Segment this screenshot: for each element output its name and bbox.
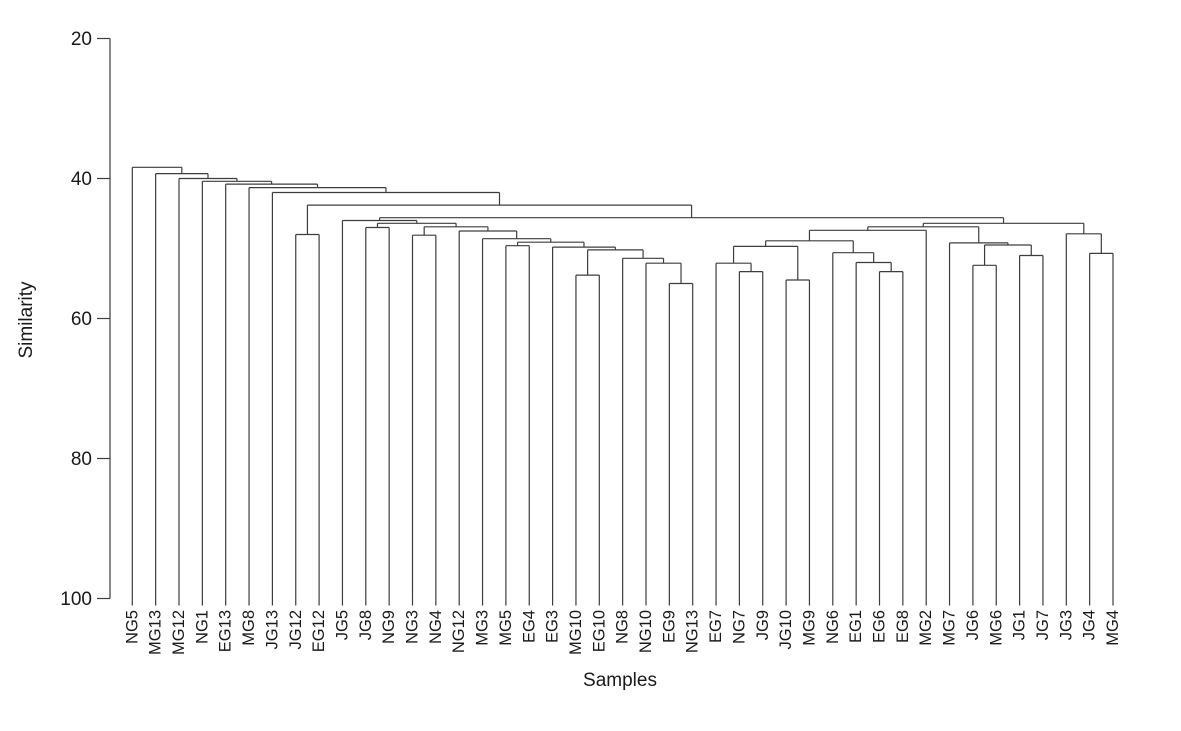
leaf-label: MG9 xyxy=(800,610,818,646)
leaf-label: JG4 xyxy=(1081,610,1099,640)
leaf-label: JG9 xyxy=(754,610,772,640)
y-tick-label: 60 xyxy=(71,309,92,330)
leaf-label: NG6 xyxy=(824,610,842,644)
x-axis-title: Samples xyxy=(583,670,657,691)
leaf-label: JG6 xyxy=(964,610,982,640)
leaf-label: NG1 xyxy=(193,610,211,644)
leaf-label: EG9 xyxy=(660,610,678,643)
leaf-label: JG12 xyxy=(287,610,305,649)
y-tick-label: 80 xyxy=(71,449,92,470)
leaf-label: NG7 xyxy=(730,610,748,644)
leaf-label: MG12 xyxy=(170,610,188,655)
leaf-label: JG8 xyxy=(357,610,375,640)
leaf-label: NG12 xyxy=(450,610,468,653)
leaf-label: EG8 xyxy=(894,610,912,643)
y-tick-label: 20 xyxy=(71,29,92,50)
leaf-label: MG10 xyxy=(567,610,585,655)
leaf-label: NG8 xyxy=(614,610,632,644)
leaf-label: EG13 xyxy=(217,610,235,652)
y-tick-label: 100 xyxy=(60,589,92,610)
leaf-label: JG7 xyxy=(1034,610,1052,640)
leaf-label: MG13 xyxy=(147,610,165,655)
leaf-label: JG1 xyxy=(1011,610,1029,640)
leaf-label: MG3 xyxy=(474,610,492,646)
leaf-label: MG6 xyxy=(987,610,1005,646)
leaf-label: EG7 xyxy=(707,610,725,643)
leaf-label: NG10 xyxy=(637,610,655,653)
leaf-label: EG10 xyxy=(590,610,608,652)
leaf-label: MG7 xyxy=(941,610,959,646)
leaf-label: EG3 xyxy=(544,610,562,643)
leaf-label: NG13 xyxy=(684,610,702,653)
leaf-label: NG4 xyxy=(427,610,445,644)
leaf-label: EG1 xyxy=(847,610,865,643)
leaf-label: JG3 xyxy=(1057,610,1075,640)
leaf-label: NG9 xyxy=(380,610,398,644)
leaf-label: JG13 xyxy=(263,610,281,649)
leaf-label: JG5 xyxy=(333,610,351,640)
leaf-label: MG5 xyxy=(497,610,515,646)
leaf-label: EG4 xyxy=(520,610,538,643)
leaf-label: EG12 xyxy=(310,610,328,652)
y-tick-label: 40 xyxy=(71,169,92,190)
leaf-label: JG10 xyxy=(777,610,795,649)
leaf-label: EG6 xyxy=(871,610,889,643)
leaf-label: MG8 xyxy=(240,610,258,646)
leaf-label: NG3 xyxy=(404,610,422,644)
leaf-label: NG5 xyxy=(123,610,141,644)
leaf-label: MG2 xyxy=(917,610,935,646)
y-axis-title: Similarity xyxy=(16,281,37,359)
leaf-label: MG4 xyxy=(1104,610,1122,646)
